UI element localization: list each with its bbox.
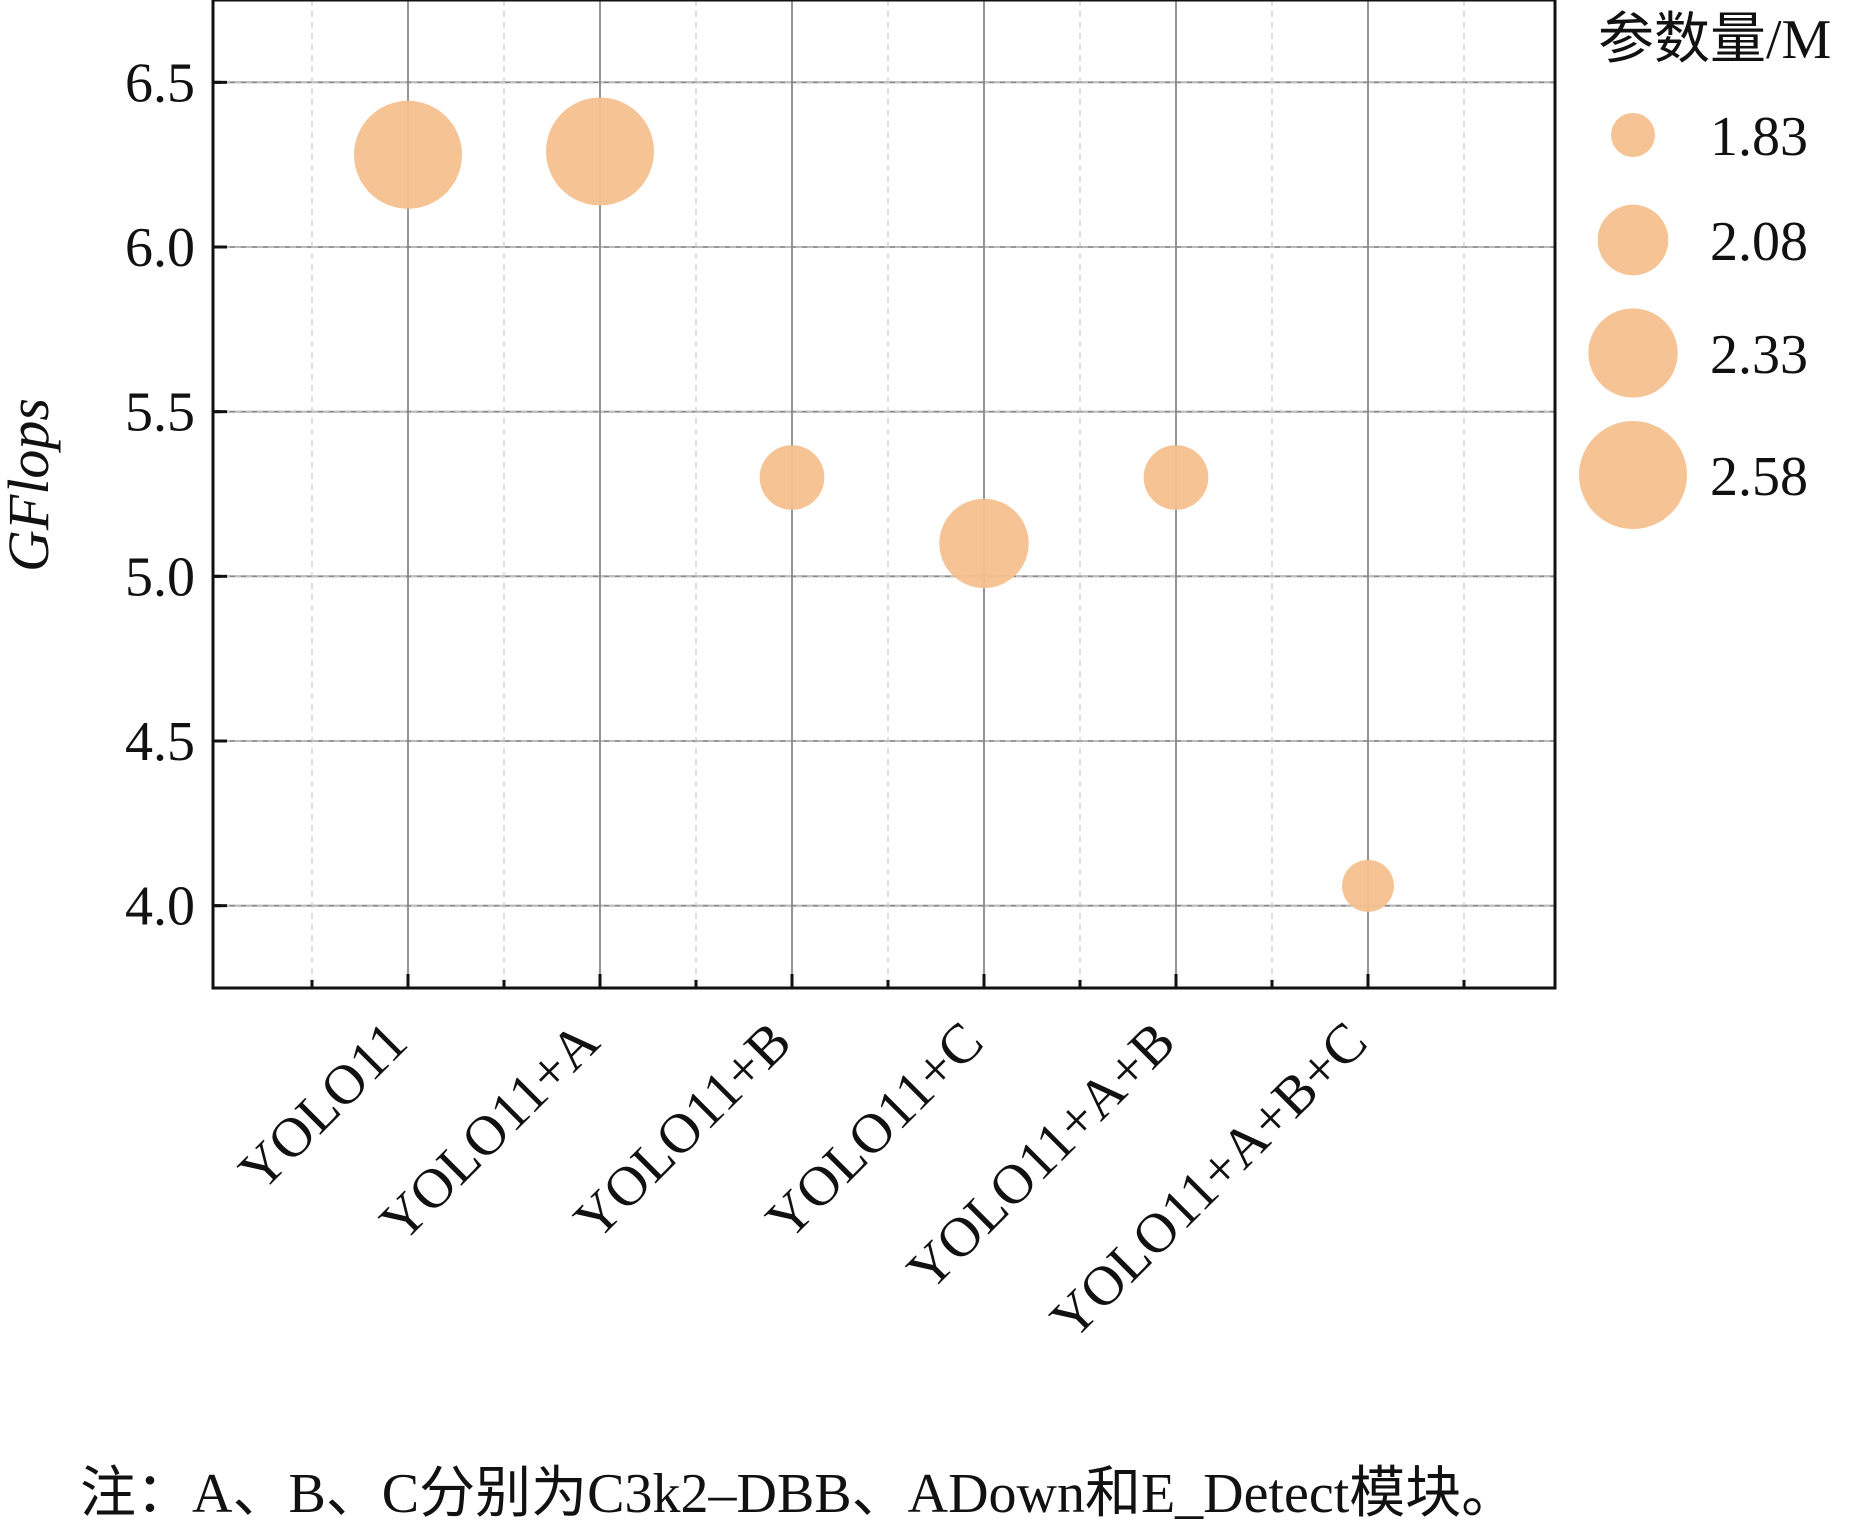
- legend-bubble: [1611, 113, 1655, 157]
- plot-area-frame: [211, 0, 1557, 990]
- bubble-layer: [354, 97, 1394, 912]
- size-legend: 参数量/M 1.83 2.08 2.33 2.58: [1579, 9, 1831, 529]
- x-category-label: YOLO11: [227, 1010, 419, 1202]
- data-bubble: [354, 100, 462, 209]
- y-tick-label: 6.5: [125, 52, 195, 114]
- legend-value-label: 2.33: [1710, 324, 1808, 386]
- legend-value-label: 2.08: [1710, 211, 1808, 273]
- legend-bubble: [1579, 421, 1687, 529]
- legend-value-label: 2.58: [1710, 446, 1808, 508]
- data-bubble: [1143, 445, 1209, 510]
- y-tick-label: 4.0: [125, 876, 195, 938]
- y-tick-label: 4.5: [125, 711, 195, 773]
- x-category-label: YOLO11+A+B+C: [1039, 1010, 1379, 1350]
- data-bubble: [546, 97, 654, 206]
- data-bubble: [759, 445, 825, 510]
- data-bubble: [1342, 859, 1394, 912]
- axis-ticks: [213, 80, 1466, 988]
- legend-value-label: 1.83: [1710, 106, 1808, 168]
- y-tick-label: 5.5: [125, 382, 195, 444]
- figure-note: 注：A、B、C分别为C3k2–DBB、ADown和E_Detect模块。: [80, 1463, 1518, 1525]
- legend-bubble: [1588, 308, 1678, 398]
- legend-title: 参数量/M: [1598, 9, 1831, 71]
- y-tick-label: 5.0: [125, 546, 195, 608]
- legend-bubble: [1597, 204, 1669, 276]
- y-axis-label: GFlops: [0, 398, 61, 572]
- y-tick-label: 6.0: [125, 217, 195, 279]
- data-bubble: [939, 498, 1029, 589]
